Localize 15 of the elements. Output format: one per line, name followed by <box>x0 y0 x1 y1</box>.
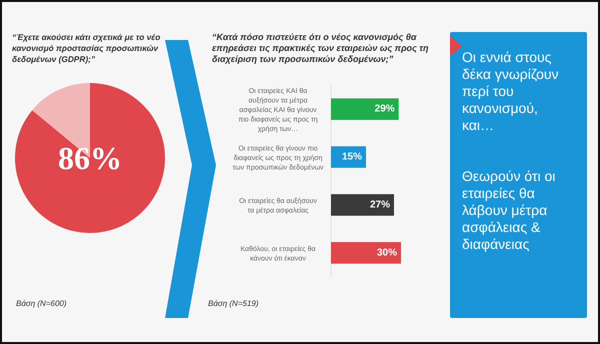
bar <box>331 242 401 264</box>
data-label: 27% <box>370 199 390 210</box>
text: Βάση (N=600) <box>16 299 67 308</box>
data-label: 29% <box>374 104 395 115</box>
data-label: 86% <box>58 140 122 176</box>
pie-slice <box>15 83 165 233</box>
bar <box>331 98 399 120</box>
text: Βάση (N=519) <box>208 299 259 308</box>
text: Θεωρούν ότι οι εταιρείες θα λάβουν μέτρα ασφάλειας & διαφάνειας <box>462 168 556 252</box>
text: Οι εννιά στους δέκα γνωρίζουν περί του κανονισμού, και… <box>462 49 559 133</box>
chart-title: “Κατά πόσο πιστεύετε ότι ο νέος κανονισμός θα επηρεάσει τις πρακτικές των εταιρειών ως προς τη διαχείριση των προσωπικών δεδομένων;” <box>212 32 429 64</box>
chart-title: “Έχετε ακούσει κάτι σχετικά με το νέο κανονισμό προστασίας προσωπικών δεδομένων (GDPR);” <box>12 32 160 64</box>
bar <box>331 194 394 216</box>
data-label: 30% <box>376 247 398 258</box>
data-label: 15% <box>342 152 362 163</box>
